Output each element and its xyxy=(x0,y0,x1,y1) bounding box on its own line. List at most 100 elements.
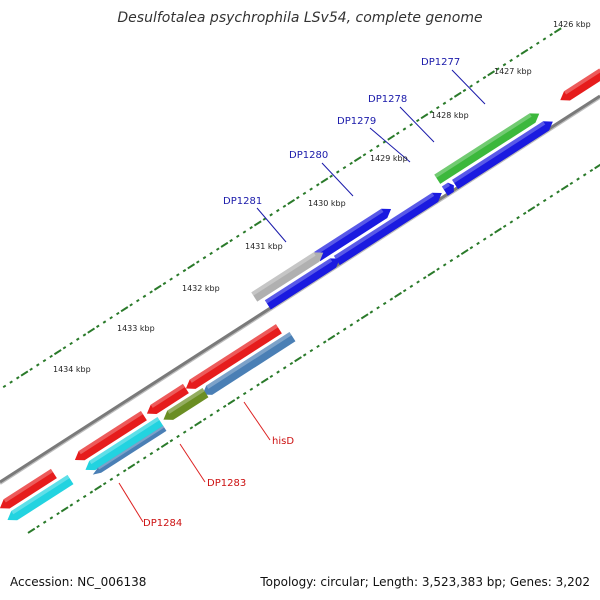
ruler-tick xyxy=(302,353,307,357)
ruler-tick xyxy=(487,70,496,77)
gene-label-dp1278[interactable]: DP1278 xyxy=(368,94,407,105)
ruler-tick xyxy=(49,354,53,359)
gene-arrow-edge-cyan[interactable] xyxy=(5,474,74,525)
ruler-tick xyxy=(349,323,354,327)
gene-arrow-dp1278[interactable] xyxy=(452,117,556,190)
ruler-tick xyxy=(535,41,540,45)
gene-arrow-dp1280b[interactable] xyxy=(314,204,394,262)
ruler-tick xyxy=(122,469,127,473)
ruler-tick xyxy=(353,156,362,163)
ruler-tick xyxy=(253,220,262,227)
gene-label-hisd[interactable]: hisD xyxy=(272,436,294,447)
gene-arrow-dp1284-blue[interactable] xyxy=(91,425,167,477)
gene-label-dp1280[interactable]: DP1280 xyxy=(289,150,328,161)
leader-line xyxy=(118,482,144,523)
ruler-tick xyxy=(182,268,187,273)
ruler-tick xyxy=(335,170,340,174)
gene-arrow-partial[interactable] xyxy=(557,68,600,105)
ruler-tick xyxy=(416,280,420,284)
ruler-tick xyxy=(553,27,562,34)
tick-label: 1431 kbp xyxy=(245,242,283,251)
ruler-tick xyxy=(276,370,280,374)
ruler-tick xyxy=(387,134,396,141)
gene-label-dp1284[interactable]: DP1284 xyxy=(143,518,182,529)
tick-label: 1428 kbp xyxy=(431,111,469,120)
ruler-tick xyxy=(342,327,347,331)
ruler-tick xyxy=(329,174,333,178)
ruler-tick xyxy=(95,324,100,328)
gene-label-dp1277[interactable]: DP1277 xyxy=(421,57,460,68)
ruler-tick xyxy=(282,204,287,208)
ruler-tick xyxy=(449,97,453,101)
ruler-tick xyxy=(409,123,413,127)
ruler-tick xyxy=(116,473,120,477)
ruler-tick xyxy=(349,161,353,166)
gene-arrow-dp1277[interactable] xyxy=(434,109,542,184)
ruler-tick xyxy=(202,417,207,421)
ruler-tick xyxy=(127,463,136,470)
gene-arrow-dp1281[interactable] xyxy=(251,248,326,302)
ruler-tick xyxy=(294,356,302,363)
gene-arrow-dp1281b[interactable] xyxy=(264,254,343,310)
ruler-tick xyxy=(336,331,340,336)
ruler-tick xyxy=(195,260,200,264)
gene-label-dp1283[interactable]: DP1283 xyxy=(207,478,246,489)
ruler-tick xyxy=(35,363,40,367)
ruler-tick xyxy=(522,211,527,216)
ruler-tick xyxy=(469,84,473,88)
ruler-tick xyxy=(82,333,87,337)
ruler-tick xyxy=(135,298,140,303)
gene-arrow-dp1284[interactable] xyxy=(83,416,164,475)
ruler-tick xyxy=(356,318,360,323)
gene-arrow-edge-red[interactable] xyxy=(0,468,57,513)
ruler-tick xyxy=(109,477,114,481)
ruler-tick xyxy=(94,484,102,491)
ruler-tick xyxy=(362,153,367,157)
leader-line xyxy=(256,207,287,243)
ruler-tick xyxy=(87,327,96,334)
ruler-tick xyxy=(542,198,547,203)
gene-arrow-hisd-c[interactable] xyxy=(200,332,296,399)
ruler-tick xyxy=(360,313,369,320)
ruler-tick xyxy=(49,516,54,520)
ruler-tick xyxy=(242,391,247,396)
ruler-tick xyxy=(556,190,560,194)
ruler-tick xyxy=(594,163,600,170)
gene-arrow-hisd-b[interactable] xyxy=(144,383,189,418)
ruler-tick xyxy=(162,281,167,286)
tick-label: 1432 kbp xyxy=(182,284,220,293)
ruler-tick xyxy=(309,348,314,353)
ruler-tick xyxy=(549,194,554,198)
gene-label-dp1279[interactable]: DP1279 xyxy=(337,116,376,127)
ruler-tick xyxy=(182,430,187,434)
tick-label: 1427 kbp xyxy=(494,67,532,76)
ruler-tick xyxy=(2,384,7,389)
gene-arrow-hisd[interactable] xyxy=(183,324,282,393)
ruler-tick xyxy=(342,165,347,170)
gene-arrow-dp1284-red[interactable] xyxy=(72,410,147,465)
ruler-tick xyxy=(229,238,233,243)
ruler-tick xyxy=(69,503,74,507)
ruler-tick xyxy=(327,334,336,341)
ruler-tick xyxy=(482,75,487,80)
ruler-tick xyxy=(435,105,440,110)
ruler-tick xyxy=(169,439,174,443)
ruler-tick xyxy=(549,33,553,37)
ruler-tick xyxy=(42,520,47,524)
gene-label-dp1281[interactable]: DP1281 xyxy=(223,196,262,207)
gene-arrow-dp1279[interactable] xyxy=(441,181,457,196)
ruler-tick xyxy=(422,276,427,280)
gene-arrow-dp1283[interactable] xyxy=(161,387,209,424)
gene-arrow-dp1280[interactable] xyxy=(333,188,445,266)
ruler-tick xyxy=(120,306,129,313)
ruler-tick xyxy=(29,367,33,371)
ruler-tick xyxy=(222,404,227,409)
ruler-tick xyxy=(287,198,296,205)
ruler-tick xyxy=(27,527,36,534)
ruler-tick xyxy=(189,426,194,430)
ruler-tick xyxy=(82,494,87,499)
leader-line xyxy=(243,401,271,441)
ruler-tick xyxy=(202,256,207,260)
ruler-tick xyxy=(369,310,374,314)
ruler-tick xyxy=(320,177,329,184)
